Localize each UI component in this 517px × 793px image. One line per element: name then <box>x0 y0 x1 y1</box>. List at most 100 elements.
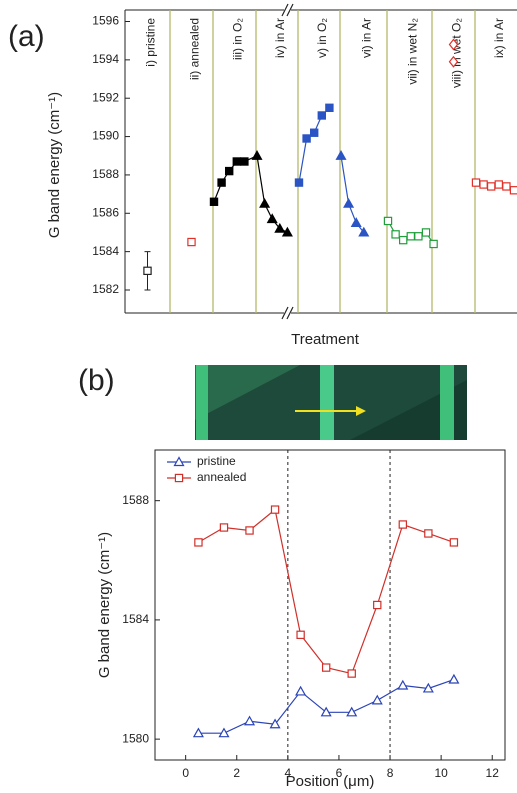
series-line <box>198 508 455 675</box>
marker <box>243 715 256 726</box>
marker <box>187 237 196 247</box>
marker <box>251 150 263 160</box>
y-tick-label: 1596 <box>92 14 119 28</box>
section-label: iv) in Ar <box>273 18 287 58</box>
marker <box>266 213 278 224</box>
marker <box>494 180 504 189</box>
marker <box>448 38 459 51</box>
axis-break <box>281 3 294 320</box>
marker <box>391 230 400 239</box>
marker <box>471 178 481 187</box>
marker <box>422 682 434 693</box>
marker <box>414 232 423 241</box>
marker <box>343 197 355 208</box>
marker <box>281 226 293 237</box>
marker <box>143 266 152 276</box>
marker <box>317 111 327 120</box>
x-tick-label: 12 <box>486 766 500 780</box>
marker <box>209 197 219 206</box>
micrograph <box>195 365 467 440</box>
x-axis-label: Treatment <box>291 331 360 348</box>
marker <box>218 727 230 738</box>
marker <box>321 663 331 672</box>
series-line <box>340 155 365 233</box>
y-tick-label: 1584 <box>122 612 149 626</box>
x-axis-label: Position (μm) <box>286 773 375 790</box>
legend-label: annealed <box>197 470 246 484</box>
marker <box>245 526 254 535</box>
y-tick-label: 1584 <box>92 244 119 258</box>
marker <box>424 529 433 538</box>
plot-frame <box>154 449 506 761</box>
marker <box>429 239 438 249</box>
x-tick-label: 0 <box>182 766 189 780</box>
y-tick-label: 1580 <box>122 731 149 745</box>
x-tick-label: 2 <box>233 766 240 780</box>
marker <box>335 150 347 160</box>
y-tick-label: 1588 <box>122 493 149 507</box>
x-tick-label: 4 <box>285 766 292 780</box>
section-label: ii) annealed <box>188 18 202 80</box>
marker <box>173 456 185 467</box>
marker <box>217 178 226 187</box>
series-line <box>198 678 455 734</box>
y-axis-label: G band energy (cm⁻¹) <box>96 532 113 678</box>
y-tick-label: 1592 <box>92 90 119 104</box>
marker <box>421 228 431 237</box>
marker <box>219 523 229 532</box>
panel-label: (b) <box>78 364 115 397</box>
marker <box>274 222 286 233</box>
marker <box>295 685 307 696</box>
marker <box>225 166 234 176</box>
marker <box>302 134 311 143</box>
marker <box>358 226 370 237</box>
marker <box>320 706 332 717</box>
marker <box>399 235 408 245</box>
marker <box>398 520 408 529</box>
marker <box>174 473 184 483</box>
section-label: v) in O₂ <box>315 18 329 58</box>
marker <box>373 600 382 610</box>
section-label: ix) in Ar <box>492 18 506 58</box>
x-tick-label: 10 <box>434 766 448 780</box>
marker <box>487 182 496 191</box>
marker <box>371 694 383 705</box>
section-label: vii) in wet N₂ <box>406 18 420 85</box>
section-label: iii) in O₂ <box>231 18 245 60</box>
panel-label: (a) <box>8 20 45 53</box>
marker <box>502 182 511 191</box>
marker <box>296 630 305 640</box>
y-tick-label: 1582 <box>92 282 119 296</box>
marker <box>448 55 459 68</box>
y-tick-label: 1590 <box>92 129 119 143</box>
section-label: vi) in Ar <box>360 18 374 58</box>
marker <box>346 706 358 717</box>
marker <box>259 197 271 208</box>
marker <box>232 157 241 166</box>
y-tick-label: 1586 <box>92 205 119 219</box>
marker <box>269 718 281 729</box>
marker <box>350 217 362 227</box>
y-tick-label: 1588 <box>92 167 119 181</box>
marker <box>194 538 203 547</box>
marker <box>310 128 319 137</box>
x-tick-label: 6 <box>336 766 343 780</box>
marker <box>347 669 356 678</box>
marker <box>192 727 204 738</box>
y-tick-label: 1594 <box>92 52 119 66</box>
y-axis-label: G band energy (cm⁻¹) <box>46 92 63 238</box>
marker <box>449 538 459 547</box>
x-tick-label: 8 <box>387 766 394 780</box>
marker <box>397 679 409 690</box>
marker <box>294 178 304 187</box>
legend-label: pristine <box>197 454 236 468</box>
marker <box>406 232 416 241</box>
marker <box>383 216 393 226</box>
marker <box>270 505 280 514</box>
marker <box>325 103 334 113</box>
section-label: i) pristine <box>144 18 158 67</box>
section-label: viii) in wet O₂ <box>450 18 464 88</box>
marker <box>448 673 460 684</box>
marker <box>509 186 517 195</box>
